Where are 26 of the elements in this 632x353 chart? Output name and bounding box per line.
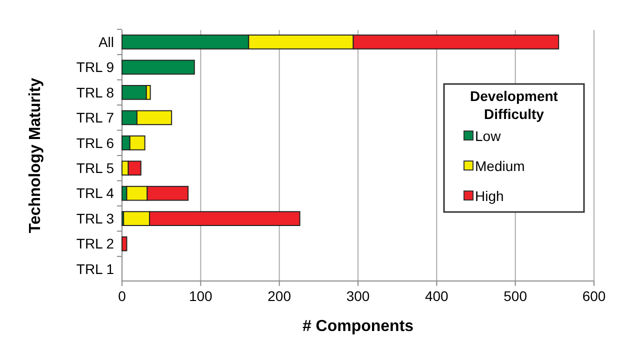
y-tick-label: TRL 4 xyxy=(76,185,114,202)
x-tick-label: 100 xyxy=(188,288,213,304)
bar xyxy=(122,60,195,75)
y-tick-label: TRL 9 xyxy=(76,59,114,76)
x-tick-label: 500 xyxy=(504,288,528,304)
y-tick-label: TRL 8 xyxy=(76,84,114,100)
legend-label: High xyxy=(475,188,504,204)
y-tick-label: TRL 5 xyxy=(76,160,114,176)
y-tick-label: TRL 2 xyxy=(76,236,114,252)
legend-label: Medium xyxy=(475,158,525,174)
legend-title: Development Difficulty xyxy=(470,88,558,122)
x-axis-title: # Components xyxy=(302,318,414,335)
x-tick-label: 300 xyxy=(346,288,370,304)
y-tick-label: TRL 7 xyxy=(76,110,114,126)
legend-label: Low xyxy=(475,128,502,144)
y-tick-label: TRL 6 xyxy=(76,134,114,151)
y-tick-label: All xyxy=(98,34,114,50)
y-axis-title: Technology Maturity xyxy=(27,78,44,234)
y-tick-label: TRL 1 xyxy=(76,260,114,277)
x-tick-label: 400 xyxy=(424,288,449,304)
bar xyxy=(122,85,147,100)
x-tick-label: 200 xyxy=(268,288,292,304)
x-tick-label: 0 xyxy=(118,288,126,304)
bar xyxy=(122,236,128,252)
y-tick-label: TRL 3 xyxy=(76,210,114,226)
x-tick-label: 600 xyxy=(582,288,606,304)
